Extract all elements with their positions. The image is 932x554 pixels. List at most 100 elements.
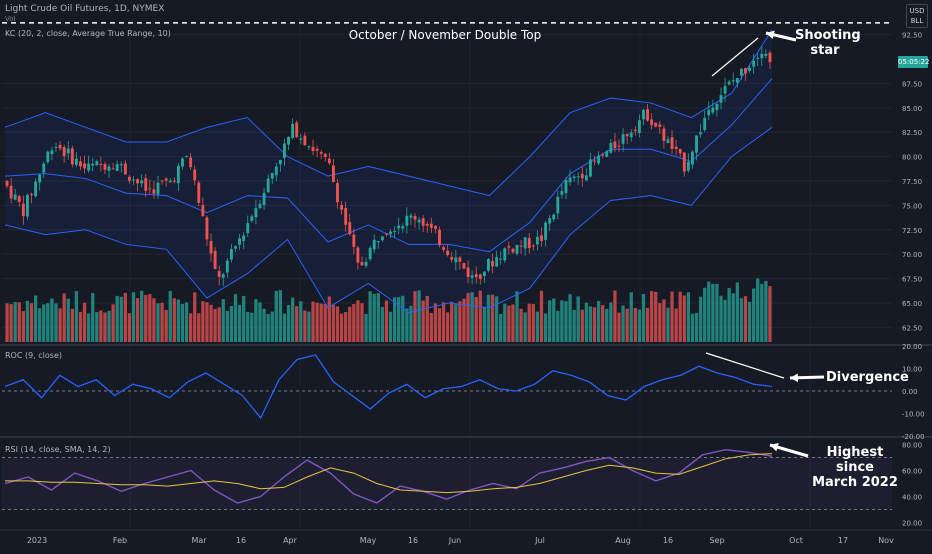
volume-bar xyxy=(409,305,413,342)
candle-body xyxy=(99,163,103,165)
rsi-line xyxy=(4,448,773,504)
candle-body xyxy=(42,163,46,173)
volume-bar xyxy=(601,305,605,342)
volume-bar xyxy=(458,301,462,342)
volume-bar xyxy=(229,305,234,342)
volume-bar xyxy=(197,313,201,342)
candle-body xyxy=(397,225,401,229)
candle-body xyxy=(413,216,417,220)
candle-body xyxy=(633,129,637,131)
keltner-channel-lines xyxy=(4,29,773,314)
volume-bar xyxy=(441,302,446,342)
rsi-tick-label: 60.00 xyxy=(902,468,922,476)
candle-body xyxy=(262,192,266,205)
candle-body xyxy=(540,235,543,241)
volume-bar xyxy=(107,310,111,342)
candle-body xyxy=(662,128,666,141)
candle-body xyxy=(250,216,254,221)
volume-bar xyxy=(454,304,458,342)
candle-body xyxy=(527,237,531,248)
currency-label: USD xyxy=(909,7,925,15)
candle-body xyxy=(278,159,282,165)
volume-bar xyxy=(674,308,678,342)
candle-body xyxy=(674,146,678,149)
candle-body xyxy=(568,177,572,183)
time-tick-label: 2023 xyxy=(27,536,47,545)
candle-body xyxy=(299,138,303,140)
price-tick-label: 70.00 xyxy=(902,251,922,259)
volume-bar xyxy=(278,290,283,342)
candle-body xyxy=(327,158,331,164)
candle-body xyxy=(38,174,42,183)
volume-bar xyxy=(645,307,650,342)
candle-body xyxy=(380,236,384,241)
unit-label: BLL xyxy=(910,17,924,25)
candle-body xyxy=(433,226,437,230)
candle-body xyxy=(111,168,115,170)
candle-body xyxy=(584,175,588,181)
candle-body xyxy=(646,109,650,121)
candle-body xyxy=(164,178,168,181)
volume-bar xyxy=(560,300,564,342)
keltner-upper xyxy=(4,29,773,197)
candle-body xyxy=(417,219,421,223)
volume-bar xyxy=(131,292,136,342)
price-tick-label: 87.50 xyxy=(902,80,922,88)
time-tick-label: 17 xyxy=(838,536,848,545)
volume-bar xyxy=(629,292,633,342)
candle-body xyxy=(205,217,209,240)
volume-bar xyxy=(119,296,123,342)
candle-body xyxy=(70,148,74,165)
candle-body xyxy=(360,262,364,266)
currency-selector[interactable]: USD BLL xyxy=(906,4,928,28)
candle-body xyxy=(193,169,197,181)
candle-body xyxy=(425,223,429,226)
volume-bar xyxy=(335,306,340,342)
volume-bar xyxy=(25,300,30,342)
volume-bar xyxy=(42,304,46,342)
volume-bar xyxy=(144,295,148,342)
candle-body xyxy=(764,53,768,56)
candle-body xyxy=(79,161,82,167)
candle-body xyxy=(723,85,727,94)
volume-bar xyxy=(556,310,560,342)
volume-bar xyxy=(658,302,662,342)
volume-bar xyxy=(180,303,185,342)
highest-line1: Highest since xyxy=(826,445,884,475)
candle-body xyxy=(287,136,290,145)
volume-bar xyxy=(739,298,744,342)
candle-body xyxy=(229,249,233,260)
candle-body xyxy=(760,53,764,59)
candles xyxy=(5,46,772,286)
volume-bar xyxy=(54,303,58,342)
volume-bar xyxy=(703,287,707,342)
candle-body xyxy=(466,267,470,277)
volume-bar xyxy=(482,307,487,342)
volume-bar xyxy=(9,304,13,342)
volume-bar xyxy=(339,313,344,342)
candle-body xyxy=(225,260,229,273)
volume-bar xyxy=(360,303,364,342)
rsi-tick-label: 80.00 xyxy=(902,442,922,450)
candle-body xyxy=(217,271,221,277)
double-top-note: October / November Double Top xyxy=(348,28,542,42)
shooting-star-line1: Shooting xyxy=(795,28,861,43)
roc-label: ROC (9, close) xyxy=(5,351,63,360)
volume-bar xyxy=(233,294,238,342)
volume-bar xyxy=(372,293,376,342)
candle-body xyxy=(270,172,274,179)
keltner-basis xyxy=(4,78,773,253)
candle-body xyxy=(311,146,315,152)
volume-bar xyxy=(531,304,535,342)
volume-bar xyxy=(507,305,511,342)
candle-body xyxy=(478,274,482,279)
symbol-title: Light Crude Oil Futures, 1D, NYMEX xyxy=(5,4,165,14)
volume-bar xyxy=(368,291,372,342)
time-tick-label: 16 xyxy=(408,536,418,545)
volume-bar xyxy=(429,312,433,342)
volume-bar xyxy=(172,298,176,342)
candle-body xyxy=(405,215,409,226)
candle-body xyxy=(727,81,731,85)
volume-bar xyxy=(490,294,495,342)
volume-bar xyxy=(760,283,764,342)
